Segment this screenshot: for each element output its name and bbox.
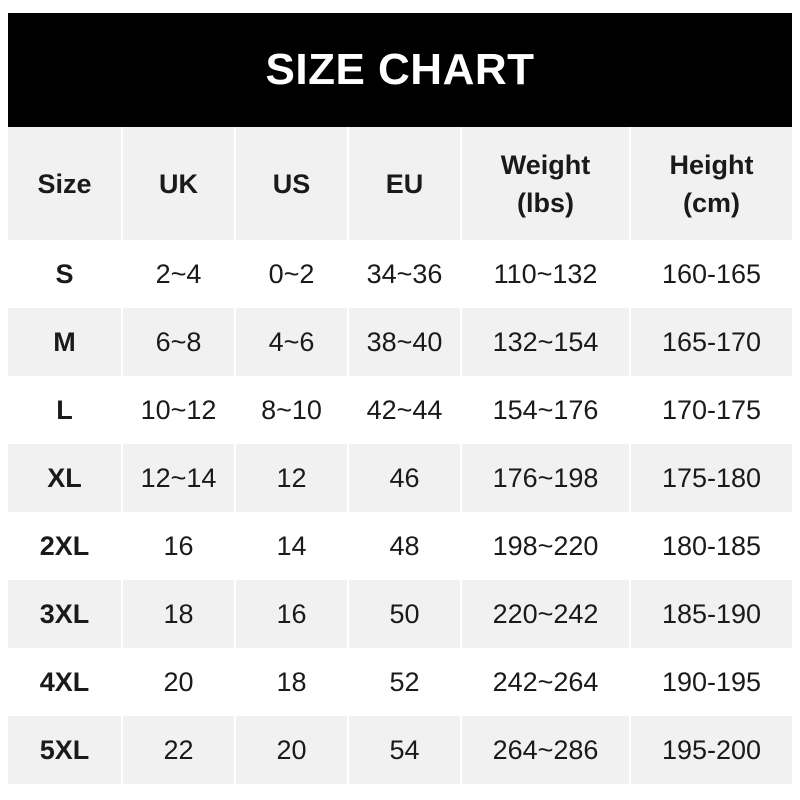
table-cell: 20 xyxy=(121,648,235,716)
table-cell: 170-175 xyxy=(629,376,792,444)
size-cell: 4XL xyxy=(8,648,122,716)
size-cell: L xyxy=(8,376,122,444)
size-cell: 3XL xyxy=(8,580,122,648)
table-row: 5XL 22 20 54 264~286 195-200 xyxy=(8,716,792,784)
header-label: EU xyxy=(385,168,424,199)
table-cell: 242~264 xyxy=(460,648,630,716)
column-header-weight: Weight (lbs) xyxy=(460,127,630,240)
header-label: US xyxy=(272,168,311,199)
table-cell: 14 xyxy=(234,512,348,580)
table-cell: 132~154 xyxy=(460,308,630,376)
table-cell: 16 xyxy=(121,512,235,580)
table-cell: 38~40 xyxy=(347,308,461,376)
table-cell: 4~6 xyxy=(234,308,348,376)
table-cell: 154~176 xyxy=(460,376,630,444)
column-header-uk: UK xyxy=(121,127,235,240)
title-banner: SIZE CHART xyxy=(8,13,792,127)
table-cell: 22 xyxy=(121,716,235,784)
table-row: 2XL 16 14 48 198~220 180-185 xyxy=(8,512,792,580)
table-cell: 54 xyxy=(347,716,461,784)
table-cell: 185-190 xyxy=(629,580,792,648)
table-cell: 6~8 xyxy=(121,308,235,376)
table-cell: 2~4 xyxy=(121,240,235,308)
column-header-size: Size xyxy=(8,127,122,240)
table-cell: 8~10 xyxy=(234,376,348,444)
table-cell: 198~220 xyxy=(460,512,630,580)
size-cell: 2XL xyxy=(8,512,122,580)
table-cell: 220~242 xyxy=(460,580,630,648)
table-cell: 0~2 xyxy=(234,240,348,308)
table-cell: 18 xyxy=(121,580,235,648)
table-cell: 20 xyxy=(234,716,348,784)
table-cell: 264~286 xyxy=(460,716,630,784)
size-cell: XL xyxy=(8,444,122,512)
table-cell: 160-165 xyxy=(629,240,792,308)
table-row: 3XL 18 16 50 220~242 185-190 xyxy=(8,580,792,648)
table-row: M 6~8 4~6 38~40 132~154 165-170 xyxy=(8,308,792,376)
table-cell: 180-185 xyxy=(629,512,792,580)
header-label: UK xyxy=(159,168,198,199)
header-label: Weight xyxy=(500,149,591,180)
table-cell: 165-170 xyxy=(629,308,792,376)
table-cell: 48 xyxy=(347,512,461,580)
header-row: Size UK US EU Weight (lbs) Height (cm) xyxy=(8,127,792,240)
header-label: Size xyxy=(37,168,92,199)
table-cell: 10~12 xyxy=(121,376,235,444)
table-row: S 2~4 0~2 34~36 110~132 160-165 xyxy=(8,240,792,308)
table-cell: 34~36 xyxy=(347,240,461,308)
table-cell: 190-195 xyxy=(629,648,792,716)
header-unit: (cm) xyxy=(682,187,740,218)
table-cell: 12 xyxy=(234,444,348,512)
table-cell: 50 xyxy=(347,580,461,648)
column-header-us: US xyxy=(234,127,348,240)
size-cell: M xyxy=(8,308,122,376)
table-row: XL 12~14 12 46 176~198 175-180 xyxy=(8,444,792,512)
table-cell: 195-200 xyxy=(629,716,792,784)
table-cell: 12~14 xyxy=(121,444,235,512)
size-cell: 5XL xyxy=(8,716,122,784)
column-header-eu: EU xyxy=(347,127,461,240)
size-table: Size UK US EU Weight (lbs) Height (cm) S 2~4 0~2 3… xyxy=(8,127,792,784)
table-cell: 176~198 xyxy=(460,444,630,512)
table-cell: 18 xyxy=(234,648,348,716)
table-cell: 110~132 xyxy=(460,240,630,308)
table-cell: 16 xyxy=(234,580,348,648)
table-cell: 46 xyxy=(347,444,461,512)
table-cell: 175-180 xyxy=(629,444,792,512)
table-row: 4XL 20 18 52 242~264 190-195 xyxy=(8,648,792,716)
header-label: Height xyxy=(669,149,754,180)
page-title: SIZE CHART xyxy=(265,45,535,94)
header-unit: (lbs) xyxy=(517,187,574,218)
table-row: L 10~12 8~10 42~44 154~176 170-175 xyxy=(8,376,792,444)
table-cell: 52 xyxy=(347,648,461,716)
size-cell: S xyxy=(8,240,122,308)
column-header-height: Height (cm) xyxy=(629,127,792,240)
table-cell: 42~44 xyxy=(347,376,461,444)
